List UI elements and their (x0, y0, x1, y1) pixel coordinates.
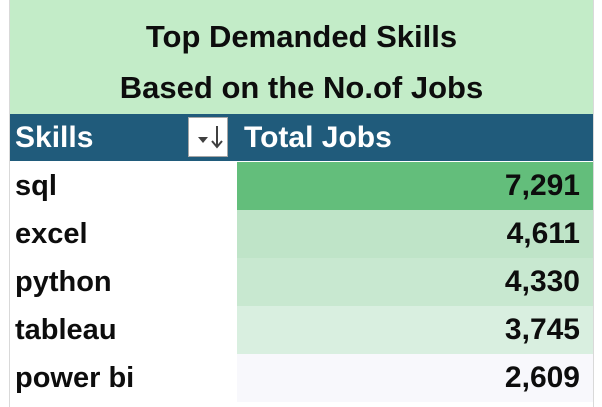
table-header-row: Skills Total Jobs (10, 114, 593, 161)
skill-cell[interactable]: python (15, 266, 112, 298)
total-jobs-cell[interactable]: 4,330 (237, 258, 593, 306)
skill-cell[interactable]: power bi (15, 362, 135, 394)
table-row: excel 4,611 (10, 210, 593, 258)
title-cell[interactable]: Top Demanded Skills Based on the No.of J… (10, 0, 593, 115)
total-jobs-cell[interactable]: 3,745 (237, 306, 593, 354)
sort-filter-button[interactable] (188, 117, 228, 157)
sort-filter-icon (198, 126, 223, 149)
skill-cell[interactable]: excel (15, 218, 88, 250)
table-row: sql 7,291 (10, 162, 593, 210)
total-jobs-cell[interactable]: 4,611 (237, 210, 593, 258)
skill-cell[interactable]: sql (15, 170, 57, 202)
table-row: python 4,330 (10, 258, 593, 306)
column-header-skills[interactable]: Skills (15, 121, 94, 154)
grid-gutter-right (593, 0, 602, 407)
grid-gutter-left (0, 0, 10, 407)
table-row: tableau 3,745 (10, 306, 593, 354)
column-header-total-jobs[interactable]: Total Jobs (244, 121, 392, 154)
title-line-2: Based on the No.of Jobs (119, 70, 484, 105)
table-row: power bi 2,609 (10, 354, 593, 402)
skill-cell[interactable]: tableau (15, 314, 117, 346)
total-jobs-cell[interactable]: 2,609 (237, 354, 593, 402)
title-line-1: Top Demanded Skills (145, 19, 458, 54)
total-jobs-cell[interactable]: 7,291 (237, 162, 593, 210)
